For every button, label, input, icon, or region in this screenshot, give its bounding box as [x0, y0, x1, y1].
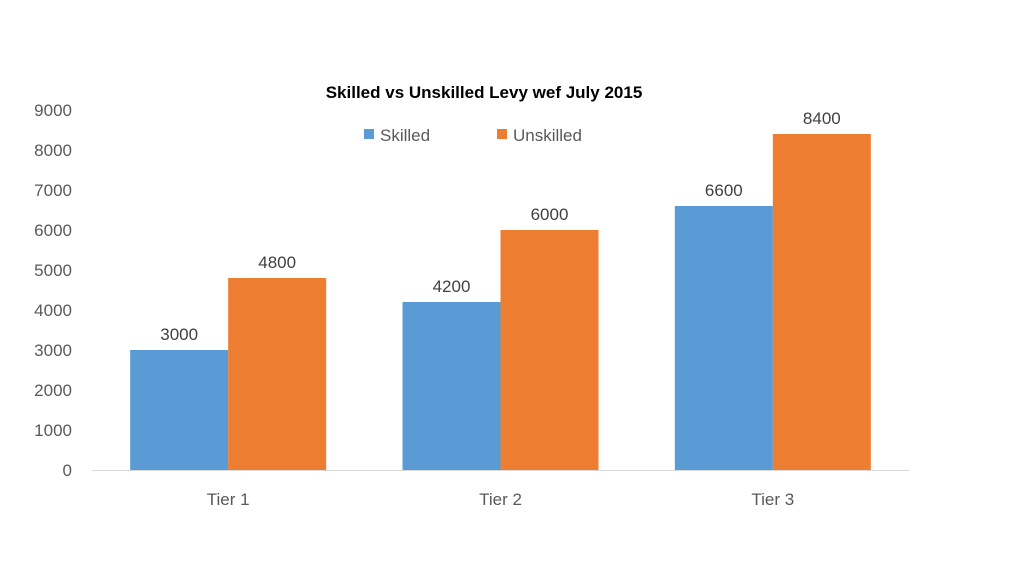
- data-label-skilled-tier-1: 3000: [160, 325, 198, 344]
- data-label-unskilled-tier-1: 4800: [258, 253, 296, 272]
- data-label-unskilled-tier-2: 6000: [531, 205, 569, 224]
- bar-skilled-tier-1: [130, 350, 229, 470]
- bar-unskilled-tier-1: [228, 278, 327, 470]
- x-axis-categories: Tier 1 Tier 2 Tier 3: [207, 490, 794, 509]
- y-axis-ticks: 0 1000 2000 3000 4000 5000 6000 7000 8000 9000: [34, 101, 72, 480]
- y-tick-label-4000: 4000: [34, 301, 72, 320]
- bar-unskilled-tier-3: [772, 134, 871, 470]
- chart-title: Skilled vs Unskilled Levy wef July 2015: [326, 83, 643, 102]
- y-tick-label-9000: 9000: [34, 101, 72, 120]
- y-tick-label-8000: 8000: [34, 141, 72, 160]
- legend-swatch-skilled: [364, 129, 374, 139]
- y-tick-label-7000: 7000: [34, 181, 72, 200]
- y-tick-label-1000: 1000: [34, 421, 72, 440]
- bar-skilled-tier-2: [402, 302, 501, 470]
- x-category-label-tier-2: Tier 2: [479, 490, 522, 509]
- data-labels: 3000 4800 4200 6000 6600 8400: [160, 109, 840, 344]
- legend-label-unskilled: Unskilled: [513, 126, 582, 145]
- y-tick-label-3000: 3000: [34, 341, 72, 360]
- bar-unskilled-tier-2: [500, 230, 599, 470]
- legend-swatch-unskilled: [497, 129, 507, 139]
- y-tick-label-6000: 6000: [34, 221, 72, 240]
- x-category-label-tier-1: Tier 1: [207, 490, 250, 509]
- bar-series: [130, 134, 871, 470]
- data-label-unskilled-tier-3: 8400: [803, 109, 841, 128]
- bar-skilled-tier-3: [674, 206, 773, 470]
- y-tick-label-2000: 2000: [34, 381, 72, 400]
- data-label-skilled-tier-2: 4200: [433, 277, 471, 296]
- data-label-skilled-tier-3: 6600: [705, 181, 743, 200]
- y-tick-label-0: 0: [63, 461, 72, 480]
- x-category-label-tier-3: Tier 3: [751, 490, 794, 509]
- y-tick-label-5000: 5000: [34, 261, 72, 280]
- legend: Skilled Unskilled: [364, 126, 582, 145]
- legend-label-skilled: Skilled: [380, 126, 430, 145]
